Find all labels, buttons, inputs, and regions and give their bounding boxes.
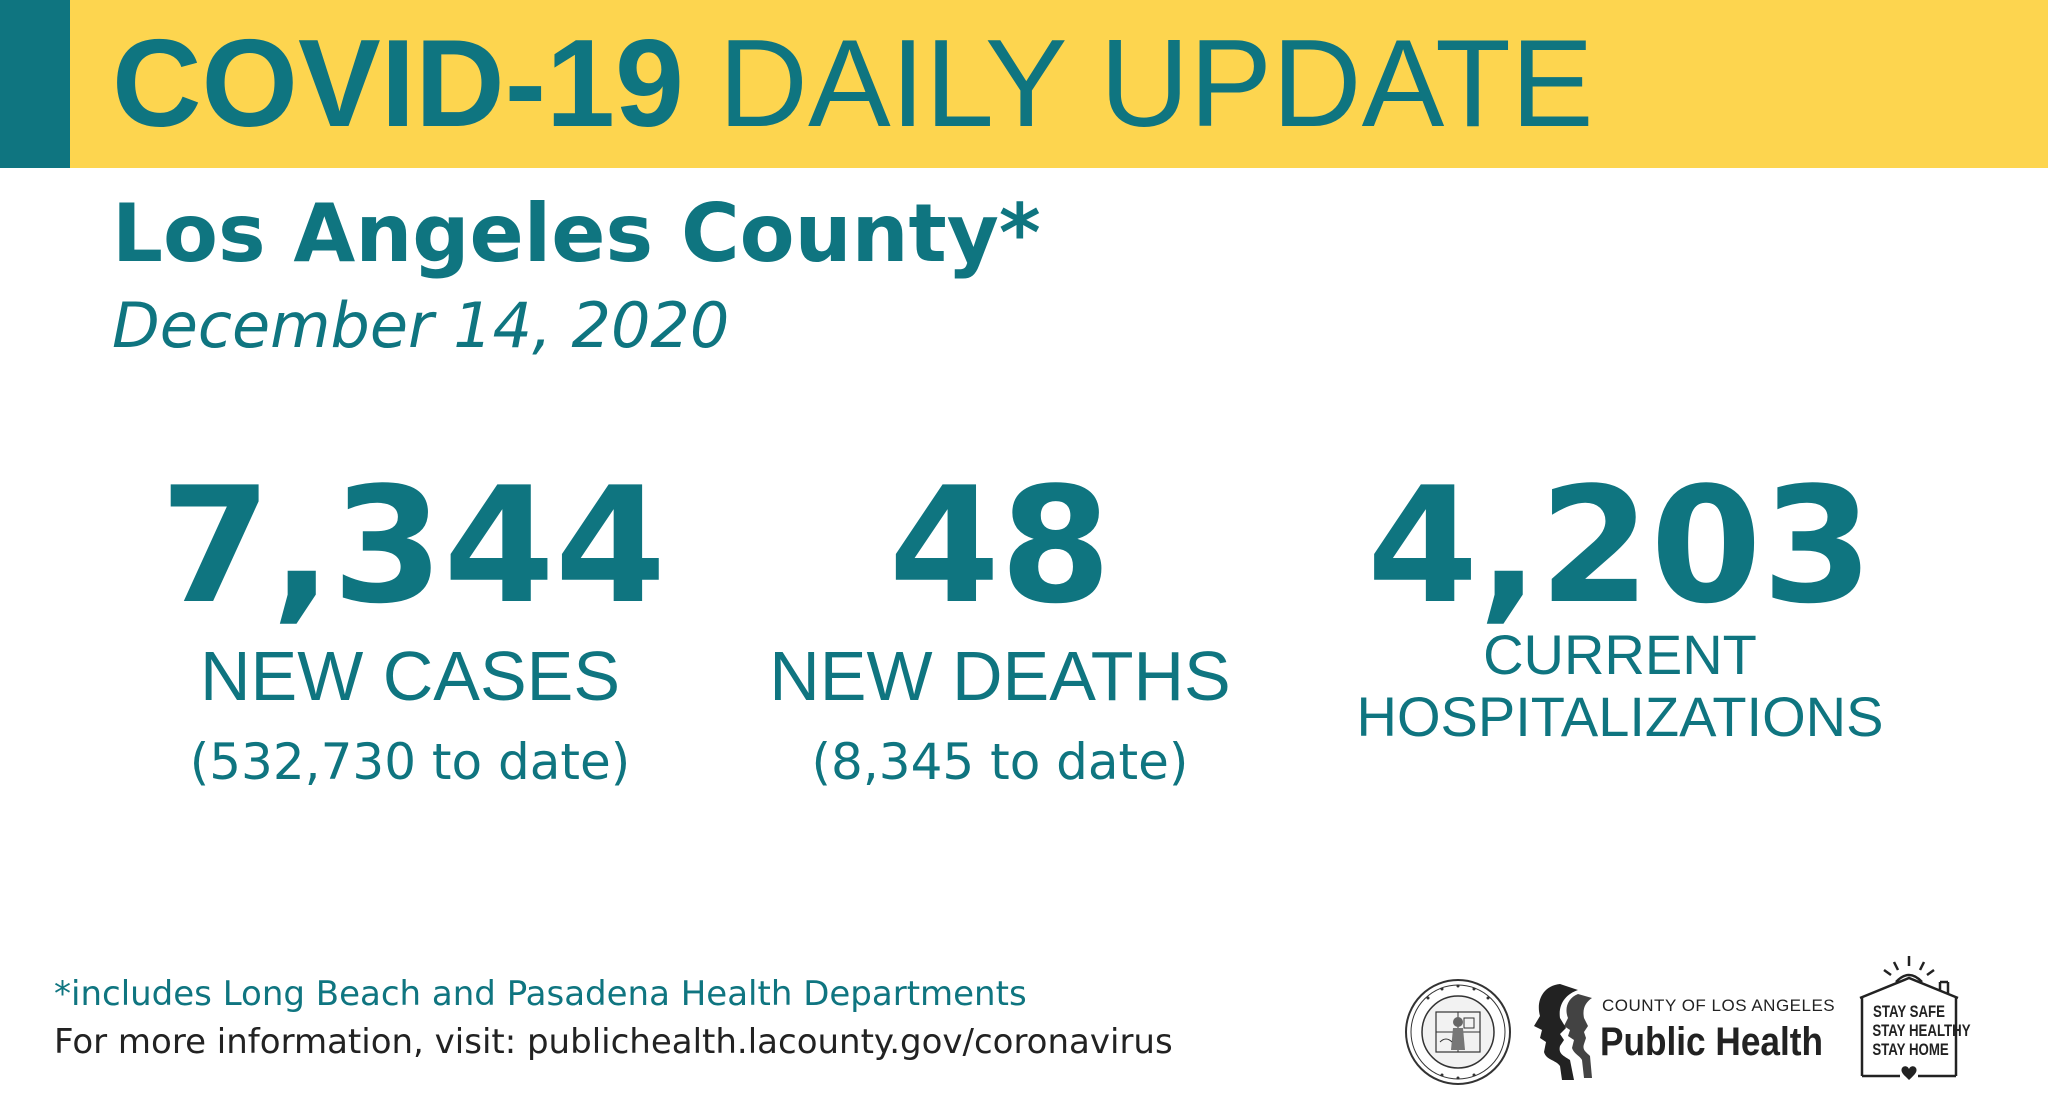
hospitalizations-label-line2: HOSPITALIZATIONS xyxy=(1356,685,1884,748)
stat-hospitalizations: 4,203 CURRENT HOSPITALIZATIONS xyxy=(1320,456,1920,748)
more-info-link-text: For more information, visit: publichealt… xyxy=(54,1022,1173,1062)
stay-safe-line2: STAY HEALTHY xyxy=(1872,1021,1971,1040)
new-deaths-label: NEW DEATHS xyxy=(769,637,1231,715)
county-seal-icon xyxy=(1405,979,1511,1085)
cases-to-date: (532,730 to date) xyxy=(189,733,631,791)
faces-profile-icon xyxy=(1534,984,1592,1080)
stay-safe-line3: STAY HOME xyxy=(1872,1040,1949,1059)
public-health-title: Public Health xyxy=(1600,1020,1823,1064)
title-covid: COVID-19 xyxy=(112,15,684,153)
stay-safe-logo: STAY SAFE STAY HEALTHY STAY HOME xyxy=(1854,954,1971,1086)
title-daily-update: DAILY UPDATE xyxy=(718,15,1594,153)
public-health-logo: COUNTY OF LOS ANGELES Public Health xyxy=(1530,980,1835,1084)
new-deaths-number: 48 xyxy=(888,452,1112,639)
header-banner xyxy=(0,0,2048,168)
public-health-county-text: COUNTY OF LOS ANGELES xyxy=(1602,996,1836,1015)
banner-accent-bar xyxy=(0,0,70,168)
new-cases-number: 7,344 xyxy=(160,452,667,639)
county-heading: Los Angeles County* xyxy=(112,187,1041,280)
stay-safe-line1: STAY SAFE xyxy=(1873,1002,1945,1021)
deaths-to-date: (8,345 to date) xyxy=(811,733,1189,791)
report-date: December 14, 2020 xyxy=(112,289,730,362)
stat-new-deaths: 48 NEW DEATHS (8,345 to date) xyxy=(740,456,1260,794)
hospitalizations-label-line1: CURRENT xyxy=(1483,623,1757,686)
hospitalizations-number: 4,203 xyxy=(1366,452,1874,639)
stat-new-cases: 7,344 NEW CASES (532,730 to date) xyxy=(160,452,667,794)
house-outline-icon xyxy=(1859,956,1959,1080)
footnote: *includes Long Beach and Pasadena Health… xyxy=(54,974,1027,1014)
new-cases-label: NEW CASES xyxy=(199,637,621,715)
stay-safe-text: STAY SAFE STAY HEALTHY STAY HOME xyxy=(1862,1002,1971,1059)
page-title: COVID-19 DAILY UPDATE xyxy=(112,22,1594,146)
